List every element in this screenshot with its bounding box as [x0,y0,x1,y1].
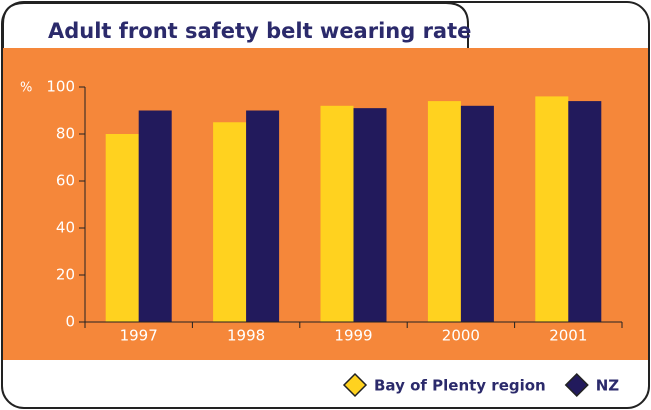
y-tick-label: 20 [56,266,75,284]
x-tick-label: 1998 [227,327,265,345]
legend-marker [564,372,589,398]
chart-title: Adult front safety belt wearing rate [48,19,471,43]
bar [246,110,280,322]
bar [353,108,387,323]
bar [460,105,494,322]
bar [568,101,602,322]
y-tick-label: 60 [56,172,75,190]
y-tick-label: 100 [46,78,75,96]
y-axis-label: % [20,81,32,96]
title-tab [2,1,469,48]
y-tick-label: 40 [56,219,75,237]
x-tick-label: 2001 [549,327,587,345]
legend-label: NZ [596,377,620,395]
bar [535,96,569,323]
y-tick-label: 80 [56,125,75,143]
bar [105,134,139,322]
bar [138,110,172,322]
x-tick-label: 2000 [442,327,480,345]
x-tick-label: 1997 [120,327,158,345]
bar [320,105,354,322]
bar [213,122,247,322]
legend-marker [342,372,368,398]
x-tick-label: 1999 [334,327,372,345]
y-tick-label: 0 [65,313,75,331]
legend-label: Bay of Plenty region [374,377,546,395]
bar [427,101,461,322]
